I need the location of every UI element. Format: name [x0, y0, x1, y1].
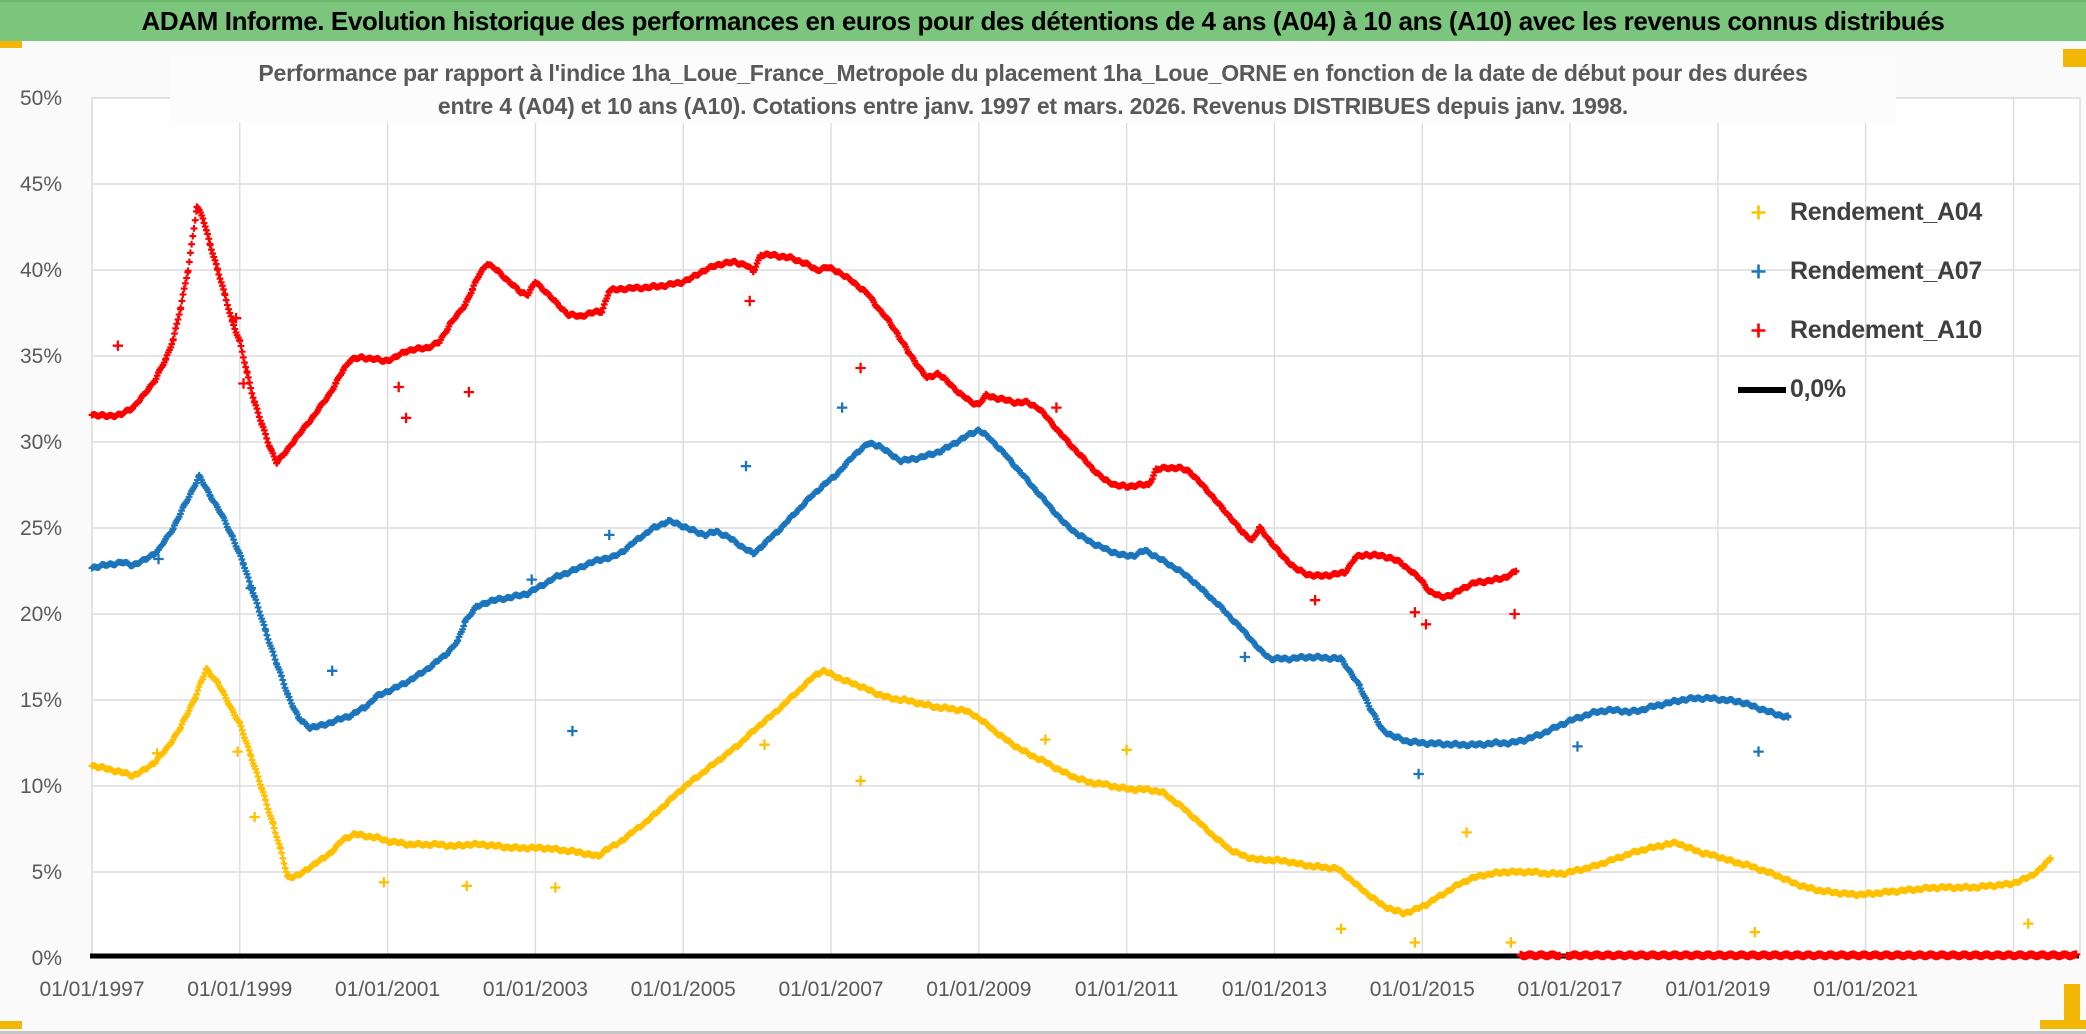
plus-marker-icon: [1738, 204, 1778, 221]
y-axis-tick: 45%: [20, 173, 62, 196]
plus-marker-icon: [1738, 263, 1778, 280]
legend-item-rendement-a04[interactable]: Rendement_A04: [1738, 196, 2068, 229]
y-axis-tick: 0%: [32, 947, 62, 970]
rendement-a10-zero-segment: [1516, 950, 2081, 961]
plus-marker-icon: [1751, 323, 1765, 338]
report-header-bar: ADAM Informe. Evolution historique des p…: [0, 0, 2086, 41]
plus-marker-icon: [1751, 205, 1765, 220]
y-axis-tick: 15%: [20, 689, 62, 712]
plus-marker-icon: [1751, 264, 1765, 279]
Rendement_A10-markers: [88, 203, 1520, 601]
x-axis-tick: 01/01/1999: [187, 978, 292, 1001]
x-axis-tick: 01/01/2005: [631, 978, 736, 1001]
x-axis-tick: 01/01/2021: [1813, 978, 1918, 1001]
report-title: ADAM Informe. Evolution historique des p…: [141, 6, 1945, 36]
Rendement_A04-markers: [88, 665, 2054, 918]
Rendement_A07-outlier-markers: [153, 402, 1764, 780]
x-axis-tick: 01/01/2007: [778, 978, 883, 1001]
y-axis-tick: 30%: [20, 431, 62, 454]
x-axis-tick: 01/01/2013: [1222, 978, 1327, 1001]
legend-item-rendement-a10[interactable]: Rendement_A10: [1738, 314, 2068, 347]
gold-accent-top-right: [2063, 49, 2086, 67]
y-axis-tick: 25%: [20, 517, 62, 540]
legend-plus-icon: [1738, 263, 1790, 280]
legend-label: Rendement_A04: [1790, 198, 1982, 226]
y-axis-tick: 50%: [20, 87, 62, 110]
legend-plus-icon: [1738, 322, 1790, 339]
chart-legend: Rendement_A04 Rendement_A07 Rendement_A10 0…: [1738, 196, 2068, 432]
gold-accent-bottom-right-horizontal: [2040, 1020, 2086, 1029]
y-axis-tick: 5%: [32, 861, 62, 884]
x-axis-tick: 01/01/2017: [1518, 978, 1623, 1001]
x-axis-tick: 01/01/2003: [483, 978, 588, 1001]
x-axis-tick: 01/01/2009: [926, 978, 1031, 1001]
x-axis-tick: 01/01/2019: [1665, 978, 1770, 1001]
y-axis-tick: 40%: [20, 259, 62, 282]
legend-line-swatch: [1738, 386, 1790, 393]
chart-title-line-1: Performance par rapport à l'indice 1ha_L…: [258, 60, 1808, 86]
chart-title: Performance par rapport à l'indice 1ha_L…: [170, 57, 1896, 123]
legend-label: Rendement_A10: [1790, 316, 1982, 344]
x-axis-tick: 01/01/2011: [1075, 978, 1179, 1001]
zero-line-swatch: [1738, 386, 1786, 393]
legend-plus-icon: [1738, 204, 1790, 221]
gold-accent-top-left: [0, 41, 22, 48]
plus-marker-icon: [1738, 322, 1778, 339]
gold-accent-bottom-right-vertical: [2064, 984, 2080, 1024]
y-axis-tick: 20%: [20, 603, 62, 626]
gold-accent-bottom-left: [0, 1021, 22, 1029]
x-axis-tick: 01/01/1997: [39, 978, 144, 1001]
legend-item-rendement-a07[interactable]: Rendement_A07: [1738, 255, 2068, 288]
legend-label: Rendement_A07: [1790, 257, 1982, 285]
legend-item-0-0-[interactable]: 0,0%: [1738, 373, 2068, 406]
chart-title-line-2: entre 4 (A04) et 10 ans (A10). Cotations…: [437, 93, 1629, 119]
y-axis-tick: 10%: [20, 775, 62, 798]
x-axis-tick: 01/01/2015: [1370, 978, 1475, 1001]
y-axis-tick: 35%: [20, 345, 62, 368]
Rendement_A04-outlier-markers: [151, 734, 2034, 948]
Rendement_A10-outlier-markers: [112, 295, 1520, 630]
x-axis-tick: 01/01/2001: [335, 978, 440, 1001]
Rendement_A07-markers: [88, 426, 1792, 750]
legend-label: 0,0%: [1790, 375, 1846, 403]
